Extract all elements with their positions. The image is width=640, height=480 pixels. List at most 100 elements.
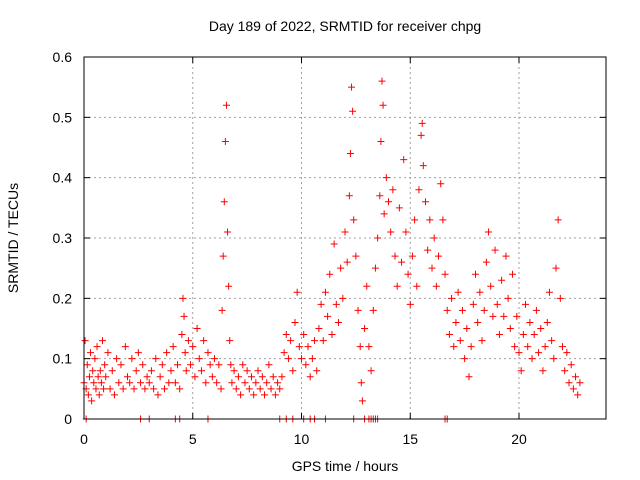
data-point bbox=[108, 367, 116, 375]
data-point bbox=[348, 83, 356, 91]
data-point bbox=[574, 391, 582, 399]
data-point bbox=[482, 258, 490, 266]
data-point bbox=[221, 137, 229, 145]
data-point bbox=[195, 355, 203, 363]
data-point bbox=[395, 204, 403, 212]
y-axis-title: SRMTID / TECUs bbox=[5, 183, 21, 293]
data-point bbox=[317, 300, 325, 308]
data-point bbox=[404, 270, 412, 278]
data-point bbox=[85, 373, 93, 381]
data-point bbox=[200, 337, 208, 345]
data-point bbox=[81, 337, 89, 345]
data-point bbox=[391, 252, 399, 260]
data-point bbox=[493, 300, 501, 308]
data-point bbox=[332, 300, 340, 308]
data-point bbox=[217, 385, 225, 393]
data-point bbox=[350, 216, 358, 224]
data-point bbox=[202, 379, 210, 387]
x-tick-label: 0 bbox=[80, 431, 88, 447]
data-point bbox=[443, 306, 451, 314]
data-point bbox=[218, 306, 226, 314]
data-point bbox=[498, 276, 506, 284]
data-point bbox=[239, 361, 247, 369]
data-point bbox=[378, 77, 386, 85]
data-point bbox=[572, 373, 580, 381]
data-point bbox=[219, 252, 227, 260]
data-point bbox=[545, 288, 553, 296]
data-point bbox=[215, 361, 223, 369]
data-point bbox=[349, 107, 357, 115]
data-point bbox=[402, 228, 410, 236]
data-point bbox=[93, 343, 101, 351]
data-point bbox=[154, 391, 162, 399]
data-point bbox=[552, 264, 560, 272]
data-point bbox=[87, 349, 95, 357]
data-point bbox=[450, 343, 458, 351]
data-point bbox=[104, 349, 112, 357]
data-point bbox=[150, 385, 158, 393]
data-point bbox=[461, 355, 469, 363]
data-point bbox=[389, 186, 397, 194]
data-point bbox=[532, 306, 540, 314]
data-point bbox=[178, 331, 186, 339]
y-tick-label: 0.1 bbox=[53, 351, 73, 367]
data-point bbox=[182, 367, 190, 375]
data-point bbox=[413, 282, 421, 290]
data-point bbox=[174, 361, 182, 369]
data-point bbox=[563, 349, 571, 357]
data-point bbox=[377, 137, 385, 145]
data-point bbox=[191, 373, 199, 381]
data-point bbox=[491, 246, 499, 254]
data-point bbox=[330, 240, 338, 248]
data-point bbox=[369, 306, 377, 314]
data-point bbox=[352, 252, 360, 260]
data-point bbox=[96, 367, 104, 375]
data-point bbox=[337, 264, 345, 272]
data-point bbox=[418, 119, 426, 127]
data-point bbox=[204, 349, 212, 357]
data-point bbox=[234, 373, 242, 381]
data-point bbox=[428, 264, 436, 272]
data-point bbox=[269, 373, 277, 381]
y-tick-label: 0.3 bbox=[53, 230, 73, 246]
data-point bbox=[213, 379, 221, 387]
data-point bbox=[91, 355, 99, 363]
data-point bbox=[339, 294, 347, 302]
data-point bbox=[458, 306, 466, 314]
data-point bbox=[400, 156, 408, 164]
data-point bbox=[515, 349, 523, 357]
data-point bbox=[361, 325, 369, 332]
data-point bbox=[102, 373, 110, 381]
data-point bbox=[267, 385, 275, 393]
data-point bbox=[100, 385, 108, 393]
data-point bbox=[243, 367, 251, 375]
data-point bbox=[343, 258, 351, 266]
data-point bbox=[263, 379, 271, 387]
data-point bbox=[197, 367, 205, 375]
data-point bbox=[295, 343, 303, 351]
data-point bbox=[445, 331, 453, 339]
data-point bbox=[274, 379, 282, 387]
data-point bbox=[193, 325, 201, 332]
data-point bbox=[165, 379, 173, 387]
data-point bbox=[256, 385, 264, 393]
data-point bbox=[417, 131, 425, 139]
data-point bbox=[441, 270, 449, 278]
data-point bbox=[500, 312, 508, 320]
data-point bbox=[528, 355, 536, 363]
data-point bbox=[385, 198, 392, 206]
y-tick-label: 0 bbox=[64, 411, 72, 427]
data-point bbox=[380, 210, 388, 218]
data-point bbox=[326, 270, 334, 278]
data-point bbox=[511, 343, 519, 351]
y-tick-label: 0.2 bbox=[53, 290, 73, 306]
data-point bbox=[439, 216, 447, 224]
data-point bbox=[480, 306, 488, 314]
data-point bbox=[247, 373, 255, 381]
data-point bbox=[158, 361, 166, 369]
data-point bbox=[110, 391, 118, 399]
data-point bbox=[421, 198, 429, 206]
data-point bbox=[341, 228, 349, 236]
data-point bbox=[119, 385, 127, 393]
data-point bbox=[334, 318, 342, 326]
